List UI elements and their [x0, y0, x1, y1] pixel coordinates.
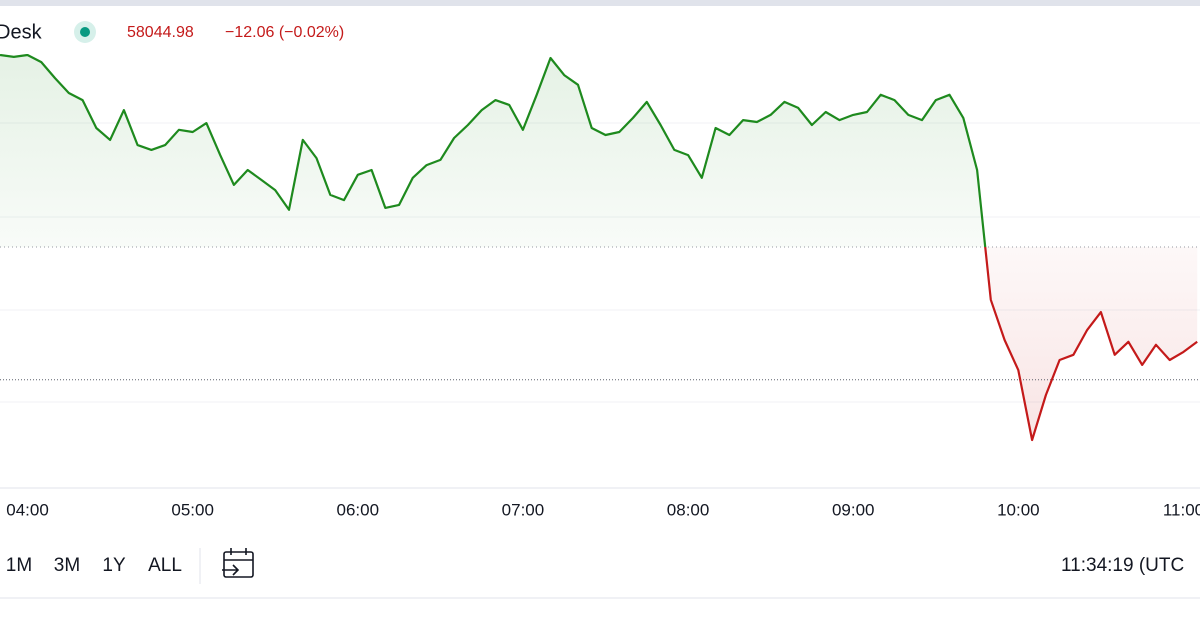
area: [0, 55, 1198, 440]
header-bg: [0, 10, 400, 54]
top-bar: [0, 0, 1200, 6]
x-tick-label: 04:00: [6, 500, 49, 519]
calendar-icon[interactable]: [222, 548, 254, 578]
x-tick-label: 11:00: [1163, 500, 1200, 519]
x-tick-label: 05:00: [171, 500, 214, 519]
status-dot: [80, 27, 90, 37]
range-button[interactable]: ALL: [148, 555, 182, 576]
change: −12.06 (−0.02%): [225, 24, 344, 41]
clock: 11:34:19 (UTC: [1061, 555, 1184, 576]
symbol: Desk: [0, 21, 43, 43]
x-tick-label: 08:00: [667, 500, 710, 519]
x-tick-label: 09:00: [832, 500, 875, 519]
plot: [0, 53, 1200, 442]
range-button[interactable]: 1Y: [102, 555, 126, 576]
price-line-path: [0, 53, 1198, 442]
price: 58044.98: [127, 24, 194, 41]
range-button[interactable]: 1M: [6, 555, 32, 576]
range-button[interactable]: 3M: [54, 555, 80, 576]
x-tick-label: 10:00: [997, 500, 1040, 519]
x-tick-label: 06:00: [337, 500, 380, 519]
x-tick-label: 07:00: [502, 500, 545, 519]
